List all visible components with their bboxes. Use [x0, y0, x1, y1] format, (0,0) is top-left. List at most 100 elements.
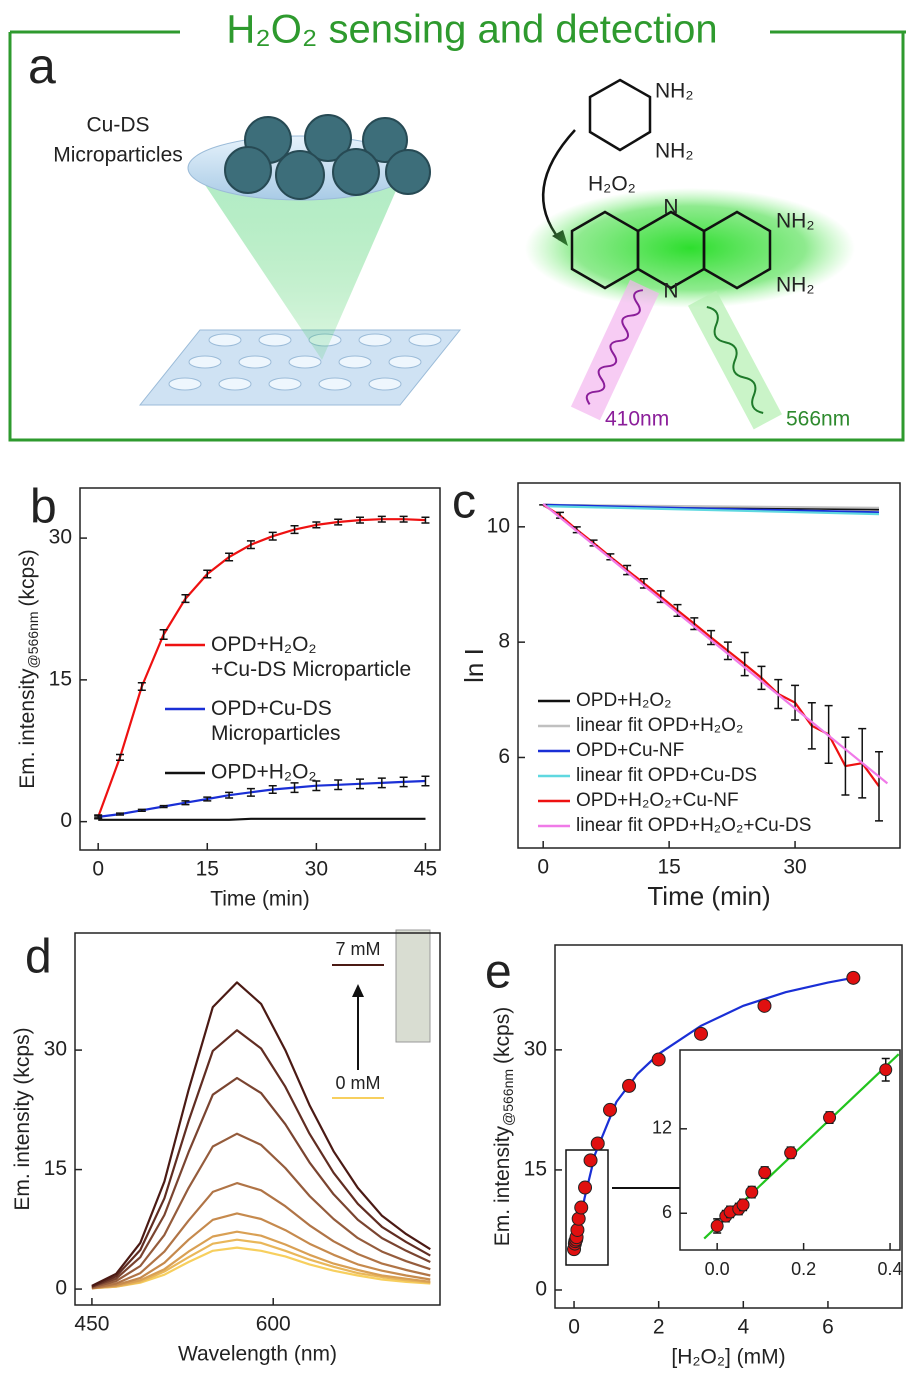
legend-label: OPD+H₂O₂+Cu-NF — [576, 790, 739, 811]
y-axis-label: ln I — [459, 648, 489, 683]
error-bar — [399, 515, 408, 523]
x-tick-label: 15 — [196, 858, 219, 881]
panel-title: H₂O₂ sensing and detection — [226, 8, 717, 52]
data-point — [693, 1026, 708, 1041]
x-tick-label: 0 — [568, 1316, 580, 1339]
x-tick-label: 0.0 — [705, 1259, 730, 1279]
data-point — [578, 1180, 593, 1195]
error-bar — [225, 791, 234, 799]
data-point — [710, 1219, 724, 1233]
series-line — [98, 779, 426, 818]
inset-label: 7 mM — [336, 939, 381, 959]
data-point — [736, 1198, 750, 1212]
y-tick-label: 10 — [487, 514, 510, 537]
y-tick-label: 6 — [498, 745, 510, 768]
legend-label: OPD+Cu-NF — [576, 740, 684, 761]
x-tick-label: 0.2 — [791, 1259, 816, 1279]
vials — [395, 929, 431, 1043]
error-bar — [290, 782, 299, 794]
error-bar — [225, 552, 234, 562]
opd-ring — [588, 78, 652, 152]
x-tick-label: 6 — [822, 1316, 834, 1339]
y-axis-label-sub: @566nm — [25, 611, 41, 668]
error-bar — [377, 515, 386, 523]
product-group: NH₂ — [776, 274, 814, 297]
excitation-label: 410nm — [605, 408, 669, 431]
series-line — [91, 1238, 431, 1290]
data-point — [784, 1146, 798, 1160]
x-axis-label: Wavelength (nm) — [178, 1343, 337, 1366]
panel-label: e — [485, 946, 512, 999]
zoom-box — [565, 1149, 609, 1266]
wells — [168, 333, 442, 391]
data-point — [651, 1052, 666, 1067]
y-axis-label: Em. intensity@566nm (kcps) — [491, 1007, 516, 1246]
error-bar — [116, 753, 124, 761]
product-group: NH₂ — [776, 210, 814, 233]
error-bar — [312, 780, 321, 792]
error-bar — [334, 779, 343, 791]
x-tick-label: 0.4 — [878, 1259, 903, 1279]
y-tick-label: 0 — [60, 809, 72, 832]
data-point — [846, 970, 861, 985]
chart: 0.0 0.2 0.4 6 12 — [652, 1049, 903, 1279]
error-bar — [137, 808, 146, 812]
data-point — [603, 1102, 618, 1117]
x-tick-label: 30 — [783, 856, 806, 879]
series-line — [91, 1076, 431, 1288]
emission-label: 566nm — [786, 408, 850, 431]
ring-atom: N — [663, 280, 678, 303]
panel-a: H₂O₂ sensing and detection a Cu-DS Micro… — [8, 8, 906, 442]
x-tick-label: 450 — [74, 1313, 109, 1336]
error-bar — [203, 796, 212, 802]
microparticles — [224, 114, 431, 200]
y-axis-label-text: ln I — [459, 648, 489, 683]
y-axis-label-text: Em. intensity — [16, 668, 39, 789]
x-tick-label: 4 — [737, 1316, 749, 1339]
x-tick-label: 0 — [92, 858, 104, 881]
error-bar — [356, 778, 364, 790]
particle-label: Microparticles — [53, 144, 183, 167]
chart: 0 2 4 6 0 15 30 [H₂O₂] (mM) Em. intensity@566nm (… — [485, 944, 903, 1369]
legend-label: OPD+H₂O₂ +Cu-DS Microparticle — [211, 633, 411, 681]
data-point — [745, 1185, 759, 1199]
error-bar — [421, 775, 430, 787]
error-bar — [757, 665, 766, 691]
panel-label: c — [452, 476, 476, 529]
series-line — [97, 518, 426, 818]
series-line — [91, 1182, 431, 1290]
arrowhead — [352, 984, 364, 997]
x-axis-label: [H₂O₂] (mM) — [671, 1346, 785, 1369]
y-tick-label: 15 — [524, 1157, 547, 1180]
y-tick-label: 30 — [49, 526, 72, 549]
chart: 0 15 30 6 8 10 Time (min) ln I c OPD+H₂O₂ linear f… — [452, 476, 901, 911]
inset-label: 0 mM — [336, 1073, 381, 1093]
error-bar — [203, 569, 212, 579]
legend-label: linear fit OPD+H₂O₂+Cu-DS — [576, 815, 811, 836]
series-line — [91, 1029, 431, 1288]
plot-frame — [74, 932, 441, 1306]
x-tick-label: 2 — [653, 1316, 665, 1339]
emission-beam — [688, 290, 782, 430]
x-tick-label: 0 — [537, 856, 549, 879]
error-bar — [334, 518, 343, 526]
chart: 450 600 0 15 30 Wavelength (nm) Em. intensity … — [11, 931, 441, 1366]
particle-label: Cu-DS — [86, 114, 149, 137]
error-bar — [356, 516, 364, 524]
y-tick-label: 6 — [662, 1202, 672, 1222]
y-tick-label: 0 — [535, 1278, 547, 1301]
error-bar — [116, 812, 124, 816]
plot-frame — [554, 944, 903, 1309]
panel-border — [8, 30, 906, 442]
phenazine — [570, 210, 772, 290]
data-point — [757, 998, 772, 1013]
error-bar — [399, 776, 408, 788]
x-axis-label: Time (min) — [647, 881, 770, 911]
x-tick-label: 45 — [414, 858, 437, 881]
error-bar — [94, 815, 103, 819]
error-bar — [791, 684, 800, 721]
error-bar — [181, 800, 190, 806]
fluorescence-glow — [525, 188, 855, 308]
reagent-group: NH₂ — [655, 140, 693, 163]
